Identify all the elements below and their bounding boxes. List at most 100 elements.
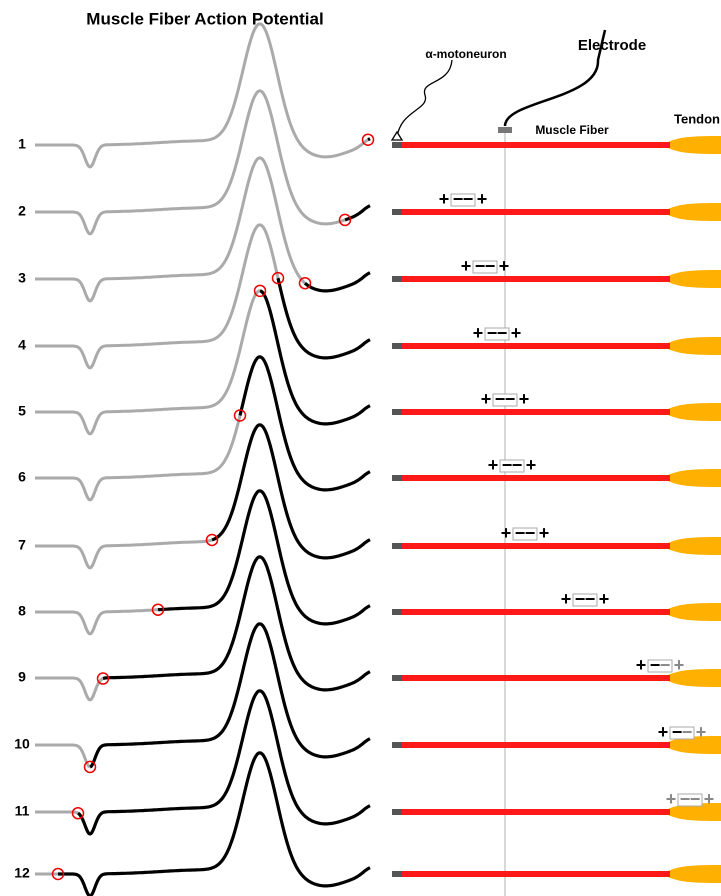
- row-number: 10: [14, 736, 30, 752]
- fiber-end: [392, 543, 402, 549]
- fiber-end: [392, 209, 402, 215]
- charge-minus: −: [463, 189, 474, 209]
- charge-plus: +: [696, 722, 707, 742]
- tendon: [668, 603, 721, 621]
- tendon: [668, 136, 721, 154]
- fiber-end: [392, 742, 402, 748]
- charge-plus: +: [526, 455, 537, 475]
- charge-minus: −: [672, 722, 683, 742]
- fiber-end: [392, 809, 402, 815]
- row-number: 9: [18, 669, 26, 685]
- fiber-end: [392, 142, 402, 148]
- charge-minus: −: [650, 655, 661, 675]
- fiber: [400, 543, 670, 549]
- charge-plus: +: [501, 523, 512, 543]
- charge-plus: +: [461, 256, 472, 276]
- row-number: 12: [14, 865, 30, 881]
- charge-minus: −: [475, 256, 486, 276]
- trace-past: [35, 745, 90, 767]
- motoneuron-wire: [397, 60, 452, 138]
- charge-plus: +: [704, 789, 715, 809]
- charge-plus: +: [658, 722, 669, 742]
- fiber: [400, 742, 670, 748]
- row-number: 6: [18, 469, 26, 485]
- charge-plus: +: [481, 389, 492, 409]
- fiber: [400, 675, 670, 681]
- diagram: Muscle Fiber Action Potential α-motoneur…: [0, 0, 721, 896]
- charge-plus: +: [511, 323, 522, 343]
- charge-plus: +: [674, 655, 685, 675]
- trace-future: [345, 206, 370, 220]
- charge-minus: −: [515, 523, 526, 543]
- fiber-end: [392, 609, 402, 615]
- charge-plus: +: [666, 789, 677, 809]
- time-marker: [255, 285, 266, 296]
- tendon: [668, 865, 721, 883]
- charge-minus: −: [485, 256, 496, 276]
- fiber-end: [392, 409, 402, 415]
- fiber: [400, 343, 670, 349]
- motoneuron-end: [392, 132, 402, 140]
- trace-future: [212, 425, 370, 558]
- charge-minus: −: [585, 589, 596, 609]
- row-number: 2: [18, 203, 26, 219]
- row-number: 5: [18, 403, 26, 419]
- row-number: 7: [18, 537, 26, 553]
- row-number: 4: [18, 337, 26, 353]
- fiber: [400, 871, 670, 877]
- fiber: [400, 276, 670, 282]
- tendon: [668, 203, 721, 221]
- trace-future: [305, 273, 370, 291]
- charge-plus: +: [599, 589, 610, 609]
- fiber-end: [392, 343, 402, 349]
- trace-future: [78, 691, 370, 834]
- fiber: [400, 609, 670, 615]
- fiber-end: [392, 276, 402, 282]
- row-number: 11: [15, 803, 30, 819]
- motoneuron-label: α-motoneuron: [425, 47, 506, 61]
- charge-plus: +: [561, 589, 572, 609]
- fiber: [400, 209, 670, 215]
- charge-plus: +: [488, 455, 499, 475]
- trace-past: [35, 291, 260, 434]
- fiber-end: [392, 871, 402, 877]
- fiber: [400, 809, 670, 815]
- time-marker: [85, 761, 96, 772]
- charge-plus: +: [636, 655, 647, 675]
- fiber: [400, 475, 670, 481]
- tendon-label: Tendon: [674, 111, 720, 126]
- charge-minus: −: [505, 389, 516, 409]
- trace-past: [35, 678, 103, 700]
- trace-future: [368, 139, 370, 140]
- electrode-tip: [498, 127, 512, 133]
- tendon: [668, 337, 721, 355]
- fiber: [400, 142, 670, 148]
- charge-minus: −: [525, 523, 536, 543]
- trace-past: [35, 91, 345, 234]
- electrode-label: Electrode: [578, 37, 646, 54]
- row-number: 3: [18, 270, 26, 286]
- charge-minus: −: [512, 455, 523, 475]
- fiber-end: [392, 475, 402, 481]
- charge-plus: +: [539, 523, 550, 543]
- trace-past: [35, 24, 368, 167]
- trace-past: [35, 610, 158, 634]
- tendon: [668, 270, 721, 288]
- row-number: 1: [18, 136, 26, 152]
- row-number: 8: [18, 603, 26, 619]
- trace-past: [35, 812, 78, 813]
- charge-minus: −: [660, 655, 671, 675]
- charge-minus: −: [680, 789, 691, 809]
- charge-plus: +: [439, 189, 450, 209]
- fiber-end: [392, 675, 402, 681]
- tendon: [668, 469, 721, 487]
- tendon: [668, 537, 721, 555]
- charge-minus: −: [495, 389, 506, 409]
- charge-minus: −: [575, 589, 586, 609]
- trace-past: [35, 416, 240, 500]
- fiber-label: Muscle Fiber: [535, 123, 609, 137]
- charge-minus: −: [487, 323, 498, 343]
- charge-minus: −: [682, 722, 693, 742]
- charge-minus: −: [690, 789, 701, 809]
- charge-minus: −: [502, 455, 513, 475]
